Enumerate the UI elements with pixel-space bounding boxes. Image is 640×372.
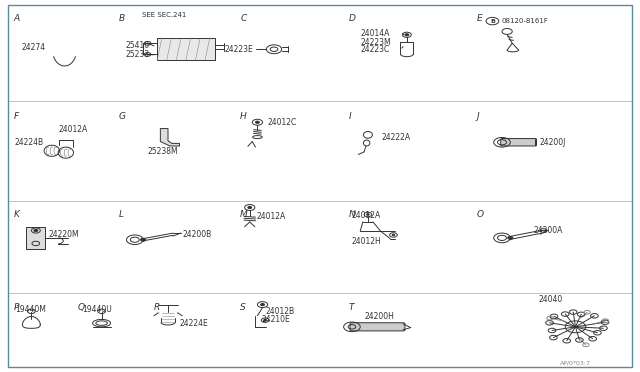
Circle shape xyxy=(264,320,266,321)
Text: 24220M: 24220M xyxy=(49,230,79,240)
Text: D: D xyxy=(349,14,356,23)
Circle shape xyxy=(141,238,146,241)
Text: 24040: 24040 xyxy=(538,295,563,304)
Text: P: P xyxy=(13,303,19,312)
Text: 24200J: 24200J xyxy=(539,138,565,147)
Circle shape xyxy=(367,214,369,215)
Text: 24224E: 24224E xyxy=(179,320,208,328)
Text: H: H xyxy=(240,112,247,121)
FancyBboxPatch shape xyxy=(350,323,405,331)
Text: 24200H: 24200H xyxy=(365,312,395,321)
FancyBboxPatch shape xyxy=(26,227,45,249)
Circle shape xyxy=(260,304,264,306)
Text: 25410: 25410 xyxy=(126,41,150,51)
Text: 08120-8161F: 08120-8161F xyxy=(501,18,548,24)
Text: R: R xyxy=(154,303,160,312)
Text: 19440U: 19440U xyxy=(83,305,112,314)
Text: 25233: 25233 xyxy=(126,50,150,59)
Text: S: S xyxy=(240,303,246,312)
Text: L: L xyxy=(119,210,124,219)
Text: T: T xyxy=(349,303,354,312)
Text: Q: Q xyxy=(77,303,84,312)
Circle shape xyxy=(392,234,395,235)
Text: J: J xyxy=(476,112,479,121)
Text: 24200A: 24200A xyxy=(534,226,563,235)
Text: F: F xyxy=(13,112,19,121)
Circle shape xyxy=(405,34,409,36)
Text: 24223C: 24223C xyxy=(361,45,390,54)
Text: O: O xyxy=(476,210,484,219)
Text: 24012C: 24012C xyxy=(268,119,297,128)
Text: I: I xyxy=(349,112,351,121)
Text: 19440M: 19440M xyxy=(15,305,45,314)
Text: B: B xyxy=(490,19,495,23)
Text: 24200B: 24200B xyxy=(182,230,211,239)
Text: M: M xyxy=(240,210,248,219)
Text: 25238M: 25238M xyxy=(148,147,178,156)
Text: K: K xyxy=(13,210,19,219)
Text: 24223M: 24223M xyxy=(361,38,392,48)
Polygon shape xyxy=(161,129,179,146)
Circle shape xyxy=(255,121,259,124)
FancyBboxPatch shape xyxy=(157,38,214,60)
Text: G: G xyxy=(119,112,126,121)
FancyBboxPatch shape xyxy=(500,138,536,146)
Text: 24012A: 24012A xyxy=(58,125,88,134)
Text: 24014A: 24014A xyxy=(361,29,390,38)
Circle shape xyxy=(248,206,252,209)
Text: C: C xyxy=(240,14,246,23)
Circle shape xyxy=(34,230,38,232)
Text: 24224B: 24224B xyxy=(15,138,44,147)
Text: 24012H: 24012H xyxy=(352,237,381,246)
Circle shape xyxy=(508,236,513,239)
Text: 24222A: 24222A xyxy=(381,133,410,142)
Text: E: E xyxy=(476,14,482,23)
Text: SEE SEC.241: SEE SEC.241 xyxy=(143,12,187,18)
Text: 24210E: 24210E xyxy=(261,315,290,324)
Text: 24012A: 24012A xyxy=(352,211,381,220)
Text: B: B xyxy=(119,14,125,23)
Text: 24274: 24274 xyxy=(21,42,45,51)
Text: 24012B: 24012B xyxy=(266,307,295,316)
Text: N: N xyxy=(349,210,355,219)
Text: A: A xyxy=(13,14,20,23)
Text: 24223E: 24223E xyxy=(224,45,253,54)
Text: AP/0*03:7: AP/0*03:7 xyxy=(559,360,591,366)
Text: 24012A: 24012A xyxy=(256,212,285,221)
